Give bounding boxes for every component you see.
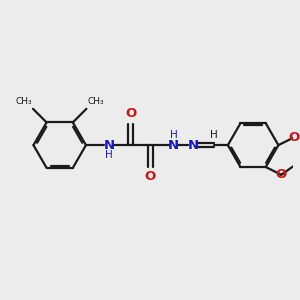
Text: N: N <box>187 139 198 152</box>
Text: N: N <box>168 139 179 152</box>
Text: N: N <box>104 139 115 152</box>
Text: CH₃: CH₃ <box>87 97 104 106</box>
Text: H: H <box>169 130 177 140</box>
Text: H: H <box>105 150 113 160</box>
Text: O: O <box>145 170 156 183</box>
Text: O: O <box>288 131 300 144</box>
Text: H: H <box>210 130 218 140</box>
Text: O: O <box>125 107 136 120</box>
Text: O: O <box>276 168 287 181</box>
Text: CH₃: CH₃ <box>15 97 32 106</box>
